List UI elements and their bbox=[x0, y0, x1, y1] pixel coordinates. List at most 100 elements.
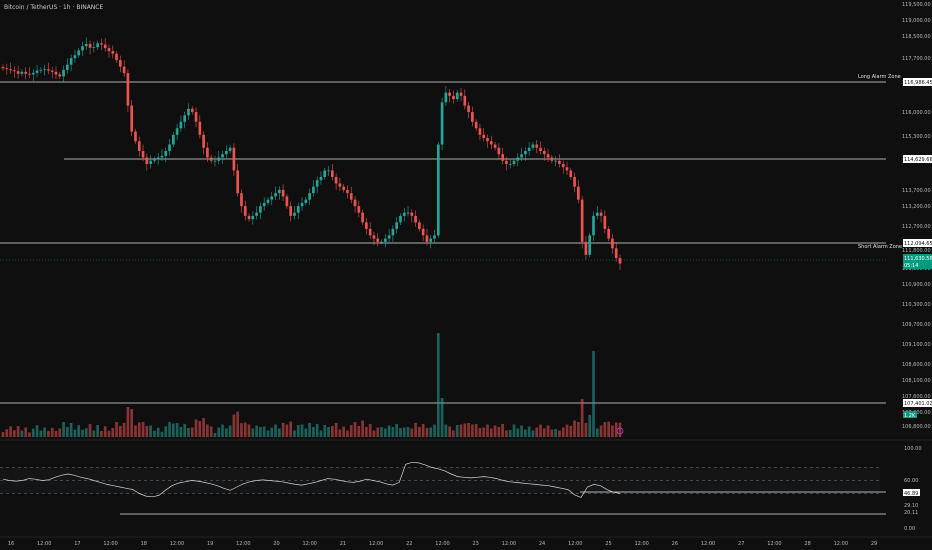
price-tick-label: 110,300.00 bbox=[902, 302, 931, 308]
time-axis-label: 12:00 bbox=[502, 541, 516, 547]
candle-body bbox=[160, 155, 164, 158]
candle-body bbox=[296, 206, 300, 213]
volume-bar bbox=[554, 429, 557, 437]
candle-body bbox=[164, 150, 168, 156]
volume-bar bbox=[535, 427, 539, 437]
volume-bar bbox=[31, 428, 35, 437]
volume-bar bbox=[96, 425, 99, 437]
volume-bar bbox=[225, 428, 228, 437]
candle-body bbox=[527, 147, 531, 151]
candle-body bbox=[251, 215, 255, 220]
volume-bar bbox=[607, 421, 610, 437]
volume-bar bbox=[433, 424, 436, 437]
candle-body bbox=[232, 147, 236, 171]
volume-bar bbox=[349, 425, 353, 437]
candle-body bbox=[39, 69, 43, 71]
volume-bar bbox=[266, 430, 270, 437]
time-axis-label: 12:00 bbox=[834, 541, 848, 547]
volume-bar bbox=[312, 427, 315, 437]
candle-body bbox=[493, 144, 497, 148]
candle-body bbox=[471, 112, 474, 122]
volume-bar bbox=[561, 427, 565, 437]
candle-body bbox=[319, 176, 323, 181]
volume-bar bbox=[338, 429, 342, 437]
volume-bar bbox=[228, 425, 232, 437]
time-axis-label: 12:00 bbox=[170, 541, 184, 547]
price-tick-label: 115,300.00 bbox=[902, 134, 931, 140]
candle-body bbox=[410, 212, 414, 216]
time-axis-label: 23 bbox=[473, 541, 479, 547]
volume-bar bbox=[569, 426, 573, 437]
candle-body bbox=[368, 228, 372, 236]
candle-body bbox=[213, 160, 217, 162]
volume-bar bbox=[573, 420, 576, 437]
volume-bar bbox=[614, 422, 618, 437]
volume-bar bbox=[66, 427, 69, 437]
volume-bar bbox=[198, 421, 202, 437]
candle-body bbox=[209, 157, 213, 161]
candle-body bbox=[31, 72, 35, 75]
volume-bar bbox=[501, 424, 504, 437]
candle-body bbox=[92, 47, 96, 48]
volume-bar bbox=[452, 430, 455, 437]
candle-body bbox=[376, 238, 380, 242]
volume-bar bbox=[444, 424, 448, 437]
volume-bar bbox=[580, 399, 584, 437]
level-price-label: 116,986.45 bbox=[904, 80, 932, 86]
candle-body bbox=[217, 157, 221, 161]
candle-body bbox=[349, 193, 353, 200]
rsi-value-tag bbox=[903, 489, 920, 496]
time-axis-label: 16 bbox=[8, 541, 14, 547]
time-axis-label: 25 bbox=[605, 541, 611, 547]
volume-bar bbox=[406, 427, 410, 437]
candle-body bbox=[134, 131, 137, 142]
volume-bar bbox=[122, 423, 126, 437]
candle-body bbox=[387, 235, 391, 239]
candle-body bbox=[1, 66, 5, 69]
candle-body bbox=[236, 170, 240, 194]
candle-body bbox=[28, 73, 31, 75]
candle-body bbox=[172, 134, 175, 145]
volume-bar bbox=[531, 430, 535, 437]
volume-bar bbox=[39, 430, 43, 437]
volume-bar bbox=[334, 423, 338, 437]
volume-bar bbox=[539, 424, 542, 437]
volume-bar bbox=[100, 431, 103, 437]
candle-body bbox=[399, 215, 402, 223]
volume-bar bbox=[28, 432, 31, 437]
price-tick-label: 107,600.00 bbox=[902, 394, 931, 400]
volume-bar bbox=[251, 428, 255, 437]
volume-bar bbox=[103, 426, 107, 437]
candle-body bbox=[35, 70, 39, 73]
candle-body bbox=[421, 228, 425, 236]
volume-bar bbox=[497, 427, 501, 437]
price-tick-label: 117,700.00 bbox=[902, 56, 931, 62]
candle-body bbox=[546, 154, 550, 158]
volume-bar bbox=[399, 428, 402, 437]
candle-body bbox=[554, 160, 557, 162]
volume-bar bbox=[84, 428, 88, 437]
candle-body bbox=[126, 73, 130, 106]
volume-bar bbox=[527, 426, 531, 437]
volume-bar bbox=[603, 422, 607, 437]
volume-bar bbox=[9, 426, 12, 437]
volume-bar bbox=[327, 427, 330, 437]
candle-body bbox=[13, 70, 16, 72]
volume-bar bbox=[478, 428, 482, 437]
volume-bar bbox=[376, 427, 380, 437]
candle-body bbox=[561, 163, 565, 168]
time-axis-label: 19 bbox=[207, 541, 213, 547]
volume-bar bbox=[69, 423, 73, 437]
candle-body bbox=[183, 115, 187, 122]
volume-bar bbox=[346, 430, 349, 437]
volume-bar bbox=[304, 428, 308, 437]
candle-body bbox=[391, 228, 395, 236]
candle-body bbox=[550, 157, 554, 161]
volume-bar bbox=[149, 425, 152, 437]
volume-bar bbox=[315, 424, 319, 437]
volume-bar bbox=[410, 428, 414, 437]
time-axis-label: 21 bbox=[340, 541, 346, 547]
price-tick-label: 108,600.00 bbox=[902, 362, 931, 368]
candle-body bbox=[406, 212, 410, 214]
